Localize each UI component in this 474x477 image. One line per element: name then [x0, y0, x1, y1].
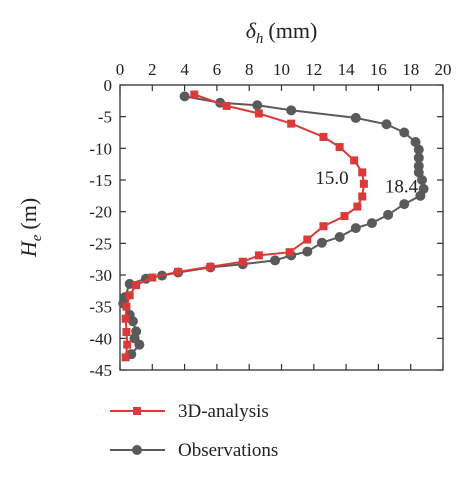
x-axis-label: δh (mm) — [246, 18, 318, 47]
value-annotation: 15.0 — [315, 168, 348, 189]
data-point-observations — [399, 199, 410, 210]
chart-legend: 3D-analysis Observations — [110, 401, 278, 461]
legend-marker-observations — [132, 445, 142, 455]
y-tick-label: -20 — [89, 203, 112, 222]
data-point-observations — [302, 246, 313, 257]
x-tick-label: 4 — [180, 60, 189, 79]
y-tick-label: -10 — [89, 139, 112, 158]
data-point-observations — [381, 119, 392, 130]
data-point-3d-analysis — [358, 192, 367, 201]
data-point-3d-analysis — [122, 302, 131, 311]
data-point-3d-analysis — [350, 156, 359, 165]
data-point-observations — [399, 127, 410, 138]
data-point-observations — [413, 152, 424, 163]
data-point-3d-analysis — [287, 119, 296, 128]
legend-label-3d-analysis: 3D-analysis — [178, 401, 269, 422]
data-point-3d-analysis — [206, 262, 215, 271]
data-point-observations — [366, 218, 377, 229]
x-tick-label: 10 — [273, 60, 290, 79]
data-point-3d-analysis — [359, 179, 368, 188]
x-tick-label: 12 — [305, 60, 322, 79]
data-point-3d-analysis — [238, 257, 247, 266]
y-tick-label: -40 — [89, 329, 112, 348]
y-axis-label: He(m) — [16, 198, 45, 258]
x-tick-label: 8 — [245, 60, 254, 79]
data-point-3d-analysis — [122, 328, 131, 336]
data-point-observations — [350, 223, 361, 234]
legend-label-observations: Observations — [178, 440, 278, 461]
data-point-observations — [410, 137, 421, 147]
value-annotation: 18.4 — [385, 177, 419, 198]
legend-item-observations: Observations — [110, 440, 278, 461]
data-point-3d-analysis — [353, 202, 362, 211]
y-tick-label: -30 — [89, 266, 112, 285]
data-point-3d-analysis — [123, 340, 132, 349]
chart-series-layer — [118, 90, 429, 362]
data-point-3d-analysis — [335, 143, 344, 152]
chart-axes: 0 2 4 6 8 10 12 14 16 18 20 0 -5 -10 -15 -20 -25 -30 -35 -4… — [16, 18, 452, 380]
data-point-3d-analysis — [132, 281, 141, 290]
data-point-observations — [417, 175, 428, 185]
data-point-3d-analysis — [148, 273, 157, 282]
data-point-3d-analysis — [174, 267, 183, 276]
x-tick-label: 20 — [435, 60, 452, 79]
data-point-observations — [316, 237, 327, 248]
data-point-3d-analysis — [254, 251, 263, 260]
data-point-3d-analysis — [222, 101, 231, 110]
data-point-3d-analysis — [285, 248, 294, 257]
data-point-observations — [350, 112, 361, 123]
x-tick-label: 2 — [148, 60, 157, 79]
data-point-observations — [413, 144, 424, 155]
legend-marker-3d-analysis — [133, 407, 141, 415]
series-observations — [118, 91, 429, 360]
y-tick-label: -35 — [89, 298, 112, 317]
y-tick-label: 0 — [104, 76, 113, 95]
x-tick-label: 14 — [338, 60, 356, 79]
series-line-3d-analysis — [124, 93, 365, 358]
y-tick-label: -5 — [98, 108, 112, 127]
data-point-observations — [252, 100, 263, 111]
data-point-3d-analysis — [303, 235, 312, 244]
y-tick-label: -45 — [89, 361, 112, 380]
y-tick-label: -15 — [89, 171, 112, 190]
data-point-3d-analysis — [190, 90, 199, 99]
y-tick-label: -25 — [89, 234, 112, 253]
data-point-3d-analysis — [319, 132, 328, 141]
data-point-3d-analysis — [340, 212, 349, 221]
data-point-observations — [127, 316, 138, 327]
series-line-observations — [122, 95, 425, 355]
chart-annotations: 15.0 18.4 — [315, 168, 418, 198]
x-tick-label: 18 — [402, 60, 419, 79]
data-point-observations — [413, 167, 424, 178]
data-point-observations — [334, 232, 345, 242]
data-point-observations — [286, 105, 297, 116]
data-point-observations — [383, 209, 394, 220]
data-point-3d-analysis — [319, 222, 328, 231]
data-point-3d-analysis — [121, 314, 130, 323]
x-tick-label: 0 — [116, 60, 125, 79]
data-point-observations — [179, 91, 190, 102]
data-point-3d-analysis — [121, 353, 130, 362]
x-tick-label: 16 — [370, 60, 387, 79]
x-tick-label: 6 — [213, 60, 222, 79]
data-point-observations — [415, 190, 426, 201]
series-3d-analysis — [121, 90, 368, 362]
data-point-3d-analysis — [358, 168, 367, 177]
data-point-3d-analysis — [125, 291, 134, 300]
legend-item-3d-analysis: 3D-analysis — [110, 401, 269, 422]
data-point-observations — [134, 339, 145, 350]
data-point-3d-analysis — [254, 109, 263, 118]
data-point-observations — [270, 255, 281, 266]
